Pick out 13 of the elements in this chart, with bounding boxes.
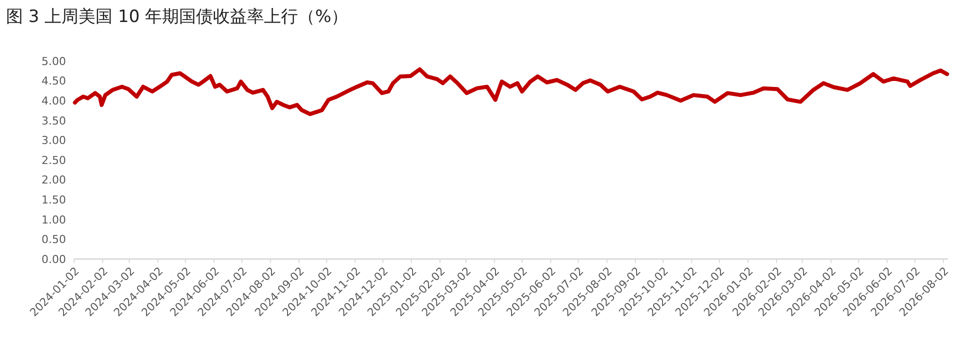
y-tick-label: 0.50 [42, 233, 66, 246]
y-tick-label: 2.00 [42, 174, 66, 187]
y-tick-label: 1.50 [42, 193, 66, 206]
y-tick-label: 2.50 [42, 154, 66, 167]
y-tick-label: 4.50 [42, 74, 66, 88]
y-tick-label: 3.00 [42, 134, 66, 148]
chart-title: 图 3 上周美国 10 年期国债收益率上行（%） [6, 7, 348, 27]
y-tick-label: 4.00 [42, 94, 66, 108]
y-tick-label: 5.00 [42, 54, 66, 68]
y-tick-label: 0.00 [42, 252, 66, 266]
y-tick-label: 3.50 [42, 114, 66, 128]
line-series [72, 67, 950, 116]
y-tick-label: 1.00 [42, 213, 66, 226]
